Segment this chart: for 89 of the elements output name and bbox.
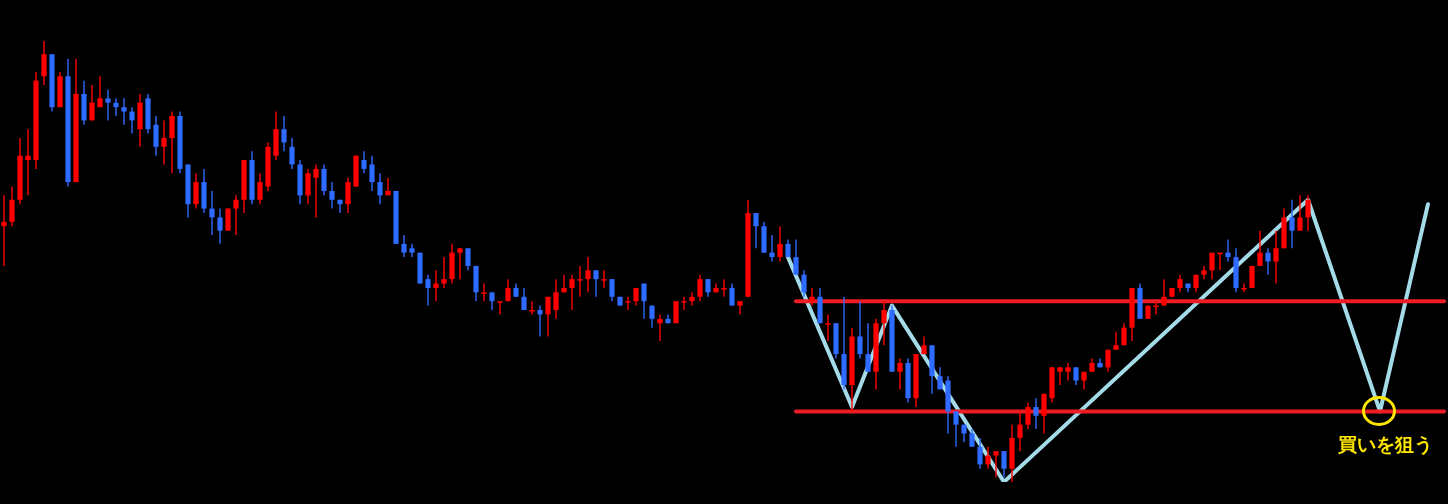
candlestick: [329, 181, 335, 210]
candlestick: [369, 154, 375, 192]
candlestick: [401, 234, 407, 258]
candlestick: [1017, 410, 1023, 452]
candlestick: [257, 172, 263, 205]
candlestick: [857, 300, 863, 360]
candlestick: [1297, 194, 1303, 232]
candlestick: [1257, 229, 1263, 267]
candlestick: [1209, 251, 1215, 280]
candlestick: [1057, 366, 1063, 386]
candlestick: [25, 128, 31, 197]
candlestick: [441, 256, 447, 289]
candlestick: [281, 115, 287, 152]
candlestick: [881, 300, 887, 346]
candlestick: [233, 194, 239, 236]
candlestick: [697, 274, 703, 302]
candlestick: [337, 199, 343, 214]
candlestick: [1289, 199, 1295, 249]
candlestick: [577, 265, 583, 298]
candlestick: [593, 269, 599, 298]
candlestick: [529, 300, 535, 316]
candlestick: [465, 247, 471, 272]
candlestick: [897, 357, 903, 391]
candlestick: [497, 300, 503, 316]
candlestick: [1161, 278, 1167, 307]
candlestick: [217, 207, 223, 245]
candlestick: [561, 274, 567, 294]
candlestick: [601, 269, 607, 289]
candlestick: [625, 296, 631, 311]
candlestick: [953, 410, 959, 448]
candlestick: [689, 291, 695, 307]
candlestick: [385, 177, 391, 197]
candlestick: [313, 163, 319, 219]
candlestick: [1065, 362, 1071, 382]
candlestick: [681, 296, 687, 311]
candlestick: [1305, 194, 1311, 232]
candlestick: [1225, 238, 1231, 263]
candlestick: [753, 212, 759, 249]
candlestick: [289, 137, 295, 170]
candlestick: [481, 282, 487, 302]
candlestick: [585, 256, 591, 294]
candlestick: [361, 150, 367, 174]
candlestick: [641, 282, 647, 320]
annotation: 買いを狙う: [1336, 432, 1433, 456]
candlestick: [129, 106, 135, 135]
candlestick: [1033, 397, 1039, 430]
candlestick: [825, 313, 831, 342]
candlestick: [865, 322, 871, 373]
candlestick: [545, 296, 551, 338]
candlestick: [193, 172, 199, 210]
candlestick: [113, 97, 119, 117]
candlestick: [1041, 393, 1047, 435]
candlestick: [345, 177, 351, 214]
candlestick: [161, 119, 167, 166]
candlestick: [425, 274, 431, 307]
candlestick: [777, 225, 783, 263]
candlestick: [657, 313, 663, 342]
candlestick: [433, 269, 439, 302]
candlestick: [993, 450, 999, 479]
candlestick: [9, 185, 15, 227]
candlestick: [801, 269, 807, 298]
candlestick: [89, 84, 95, 122]
candlestick: [729, 282, 735, 307]
candlestick: [769, 234, 775, 263]
candlestick: [1113, 331, 1119, 351]
candlestick: [209, 190, 215, 236]
candlestick: [553, 278, 559, 320]
candlestick: [1025, 401, 1031, 430]
candlestick: [1273, 229, 1279, 285]
candlestick: [41, 40, 47, 86]
candlestick: [537, 304, 543, 338]
candlestick: [121, 97, 127, 126]
candlestick: [97, 75, 103, 108]
candlestick: [1001, 450, 1007, 479]
candlestick: [321, 163, 327, 197]
candlestick: [1265, 247, 1271, 276]
candlestick: [105, 88, 111, 122]
candlestick: [305, 168, 311, 205]
candlestick: [1, 194, 7, 267]
candlestick: [985, 446, 991, 470]
candlestick: [977, 437, 983, 470]
candlestick: [809, 287, 815, 307]
candlestick: [793, 238, 799, 276]
candlestick: [457, 247, 463, 280]
candlestick: [169, 110, 175, 174]
candlestick: [569, 274, 575, 311]
candlestick: [153, 115, 159, 157]
candlestick: [377, 172, 383, 205]
candlestick: [609, 278, 615, 302]
